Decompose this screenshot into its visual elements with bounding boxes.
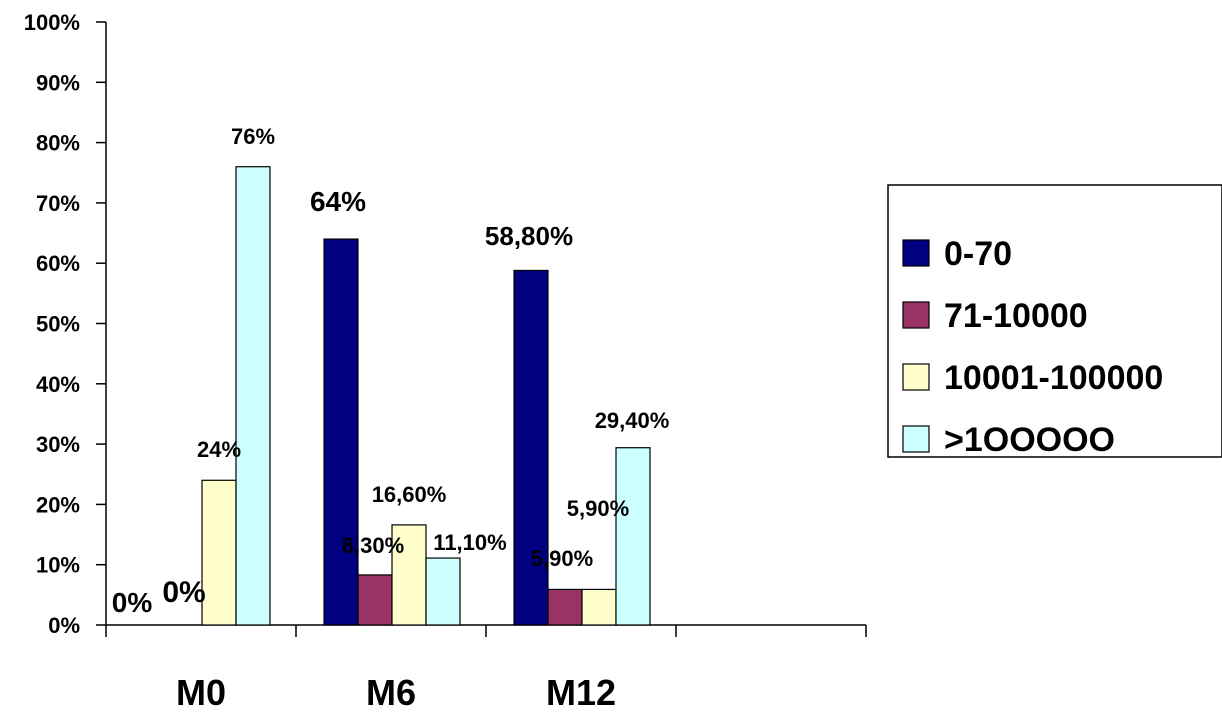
data-label: 24%	[197, 437, 241, 462]
bar-7110000-M6	[357, 574, 393, 626]
bar-10001100000-M12	[581, 588, 617, 626]
legend-swatch	[902, 425, 930, 453]
data-label: 0%	[112, 587, 153, 618]
x-category-label: M6	[366, 672, 416, 713]
legend-box	[887, 184, 1222, 458]
legend-swatch	[902, 301, 930, 329]
y-tick-label: 80%	[36, 131, 80, 156]
legend-label: 71-10000	[944, 297, 1088, 335]
legend-label: 10001-100000	[944, 359, 1163, 397]
x-category-label: M0	[176, 672, 226, 713]
x-axis: M0 M6 M12	[105, 624, 867, 713]
data-label: 8,30%	[342, 533, 404, 558]
y-tick-label: 60%	[36, 251, 80, 276]
data-label: 0%	[162, 576, 205, 609]
data-label: 5,90%	[567, 496, 629, 521]
y-tick-label: 70%	[36, 191, 80, 216]
bar-1OOOOO-M12	[615, 447, 651, 626]
data-label: 11,10%	[433, 530, 506, 555]
y-tick-label: 40%	[36, 372, 80, 397]
bar-10001100000-M6	[391, 524, 427, 626]
legend-swatch	[902, 363, 930, 391]
bar-1OOOOO-M6	[425, 557, 461, 626]
data-label: 64%	[310, 186, 366, 217]
y-axis: 0% 10% 20% 30% 40% 50% 60% 70% 80% 90% 100%	[24, 10, 107, 638]
y-tick-label: 90%	[36, 70, 80, 95]
y-tick-label: 50%	[36, 312, 80, 337]
bar-070-M6	[323, 238, 359, 626]
y-tick-label: 100%	[24, 10, 80, 35]
bars	[201, 166, 651, 626]
bar-10001100000-M0	[201, 479, 237, 626]
x-category-label: M12	[546, 672, 616, 713]
data-label: 76%	[231, 124, 275, 149]
y-tick-label: 0%	[48, 613, 80, 638]
data-label: 58,80%	[485, 221, 573, 251]
y-tick-label: 20%	[36, 492, 80, 517]
bar-1OOOOO-M0	[235, 166, 271, 626]
data-labels: 0% 64% 58,80% 0% 8,30% 5,90% 24% 16,60% 5,90% 76%…	[112, 124, 670, 618]
bar-7110000-M12	[547, 588, 583, 626]
legend-label: >1OOOOO	[944, 421, 1115, 459]
data-label: 29,40%	[595, 408, 670, 433]
data-label: 5,90%	[531, 546, 593, 571]
y-tick-label: 10%	[36, 553, 80, 578]
bar-070-M12	[513, 269, 549, 626]
legend: 0-70 71-10000 10001-100000 >1OOOOO	[887, 184, 1222, 459]
data-label: 16,60%	[372, 482, 447, 507]
legend-label: 0-70	[944, 235, 1012, 273]
legend-swatch	[902, 239, 930, 267]
y-tick-label: 30%	[36, 432, 80, 457]
